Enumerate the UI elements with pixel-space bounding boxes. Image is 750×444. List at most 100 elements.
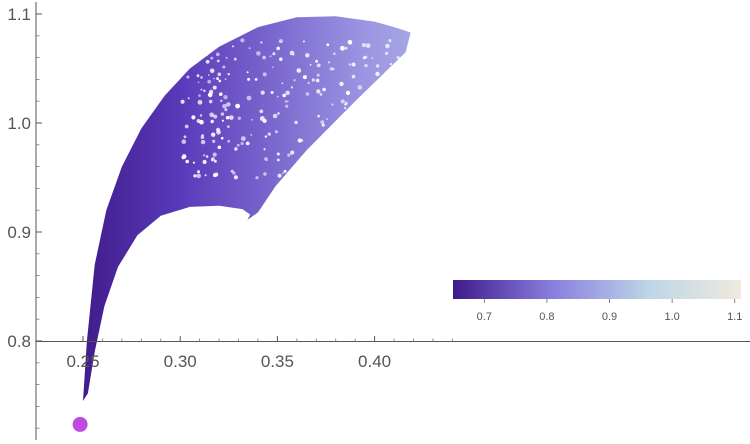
speckle [534, 59, 537, 62]
speckle [473, 108, 475, 110]
speckle [362, 56, 366, 60]
speckle [199, 114, 203, 117]
speckle [320, 120, 325, 124]
speckle [639, 116, 642, 119]
speckle [247, 77, 251, 81]
speckle [505, 68, 509, 72]
speckle [471, 170, 473, 172]
speckle [358, 141, 361, 144]
speckle [639, 134, 641, 136]
speckle [588, 166, 590, 168]
speckle [543, 118, 547, 122]
speckle [191, 115, 196, 120]
speckle [594, 171, 598, 175]
speckle [256, 51, 261, 56]
speckle [456, 130, 460, 134]
speckle [440, 160, 445, 165]
speckle [248, 47, 251, 49]
speckle [246, 95, 252, 101]
speckle [436, 86, 440, 90]
speckle [344, 107, 347, 109]
speckle [377, 93, 382, 99]
speckle [338, 176, 341, 179]
speckle [224, 78, 227, 80]
speckle [531, 138, 535, 142]
speckle [508, 141, 511, 144]
speckle [521, 39, 526, 44]
x-tick-label: 0.25 [66, 352, 99, 371]
speckle [262, 72, 267, 77]
speckle [214, 172, 219, 177]
speckle [423, 162, 427, 166]
speckle [344, 101, 348, 105]
speckle [632, 175, 634, 177]
speckle [610, 66, 614, 70]
speckle [446, 71, 450, 75]
speckle [251, 118, 254, 121]
speckle [422, 159, 427, 164]
speckle [302, 173, 307, 179]
speckle [184, 124, 189, 129]
colorbar-tick-label: 0.8 [539, 311, 554, 323]
speckle [260, 41, 263, 44]
speckle [583, 172, 586, 175]
speckle [469, 67, 471, 69]
speckle [628, 82, 631, 85]
speckle [524, 79, 528, 83]
speckle [619, 174, 622, 177]
speckle [580, 128, 584, 132]
speckle [530, 90, 533, 93]
speckle [521, 161, 523, 163]
speckle [270, 91, 274, 94]
speckle [525, 162, 529, 166]
y-tick-label: 0.9 [7, 223, 31, 242]
speckle [520, 107, 523, 110]
speckle [388, 39, 392, 43]
speckle [390, 104, 393, 106]
speckle [489, 170, 492, 173]
speckle [612, 109, 616, 113]
speckle [606, 102, 610, 106]
speckle [183, 135, 187, 139]
speckle [477, 114, 482, 119]
speckle [445, 80, 449, 84]
speckle [361, 101, 364, 104]
speckle [535, 144, 538, 147]
speckle [509, 161, 512, 164]
speckle [370, 103, 375, 108]
speckle [545, 130, 547, 132]
speckle [629, 127, 631, 129]
speckle [267, 132, 271, 136]
speckle [213, 114, 218, 119]
speckle [455, 87, 459, 91]
speckle [486, 146, 490, 150]
speckle [285, 104, 289, 108]
speckle [556, 130, 558, 132]
speckle [351, 74, 356, 79]
speckle [385, 43, 390, 49]
speckle [588, 103, 593, 108]
speckle [313, 161, 318, 166]
speckle [371, 57, 374, 60]
speckle [597, 168, 599, 170]
speckle [220, 136, 224, 140]
speckle [517, 121, 519, 123]
speckle [224, 108, 228, 112]
speckle [335, 173, 341, 178]
speckle [604, 147, 606, 149]
speckle [223, 95, 228, 100]
speckle [446, 178, 448, 180]
colorbar-tick-label: 0.7 [477, 311, 492, 323]
speckle [646, 40, 651, 45]
speckle [487, 84, 489, 86]
speckle [565, 70, 568, 73]
speckle [234, 147, 238, 151]
speckle [532, 39, 536, 43]
speckle [432, 45, 434, 47]
speckle [192, 161, 195, 164]
speckle [494, 87, 496, 89]
speckle [389, 111, 393, 115]
speckle [412, 97, 414, 99]
speckle [394, 171, 397, 174]
speckle [376, 64, 380, 68]
